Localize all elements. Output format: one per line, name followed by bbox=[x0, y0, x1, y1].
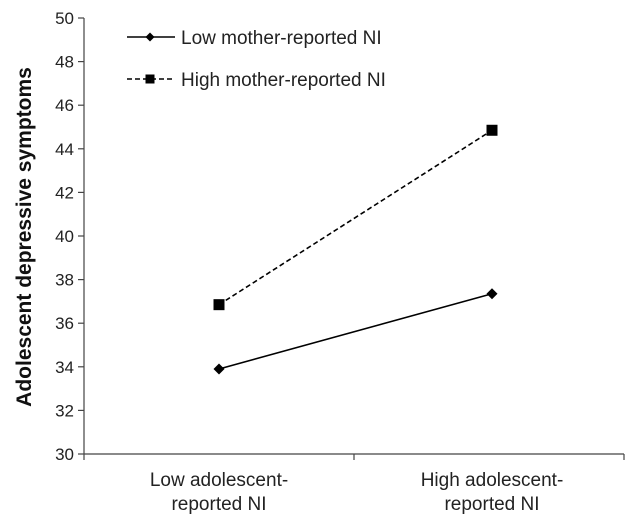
x-category-label: High adolescent- bbox=[421, 470, 564, 491]
series-line bbox=[218, 292, 493, 370]
legend-label: High mother-reported NI bbox=[181, 70, 386, 91]
x-category-label: Low adolescent- bbox=[150, 470, 288, 491]
y-axis-title: Adolescent depressive symptoms bbox=[13, 67, 36, 407]
series-line bbox=[218, 129, 493, 306]
data-point-marker bbox=[213, 363, 225, 375]
data-point-marker bbox=[486, 124, 498, 136]
y-tick-label: 32 bbox=[55, 401, 74, 420]
x-category-label: reported NI bbox=[171, 494, 266, 515]
y-tick-label: 42 bbox=[55, 183, 74, 202]
y-tick-label: 30 bbox=[55, 445, 74, 464]
y-tick-label: 40 bbox=[55, 227, 74, 246]
y-tick-label: 50 bbox=[55, 9, 74, 28]
data-point-marker bbox=[486, 288, 498, 300]
y-tick-label: 44 bbox=[55, 140, 74, 159]
x-category-label: reported NI bbox=[444, 494, 539, 515]
y-tick-label: 36 bbox=[55, 314, 74, 333]
legend-label: Low mother-reported NI bbox=[181, 28, 382, 49]
y-tick-label: 34 bbox=[55, 358, 74, 377]
y-tick-label: 38 bbox=[55, 271, 74, 290]
y-tick-label: 48 bbox=[55, 53, 74, 72]
legend-marker bbox=[145, 74, 155, 84]
legend-marker bbox=[145, 32, 155, 42]
y-tick-label: 46 bbox=[55, 96, 74, 115]
data-point-marker bbox=[213, 299, 225, 311]
